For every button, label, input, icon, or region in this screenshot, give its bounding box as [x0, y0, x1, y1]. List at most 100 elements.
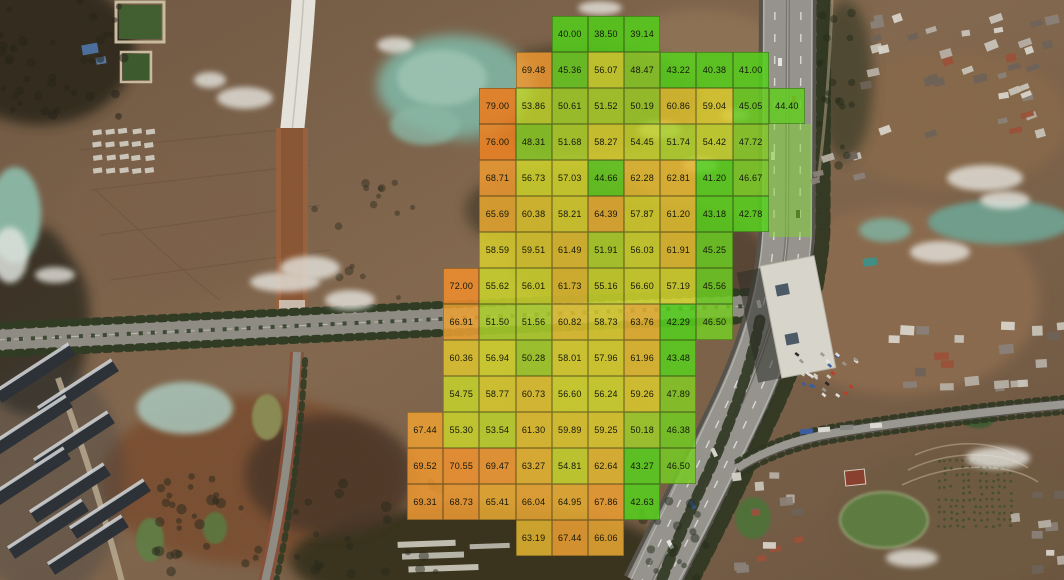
heatmap-cell: 39.14 [624, 16, 661, 52]
heatmap-cell: 45.56 [696, 268, 733, 304]
heatmap-cell: 56.94 [479, 340, 516, 376]
heatmap-cell: 54.42 [696, 124, 733, 160]
heatmap-cell-value: 42.29 [666, 317, 691, 327]
heatmap-cell-value: 67.44 [413, 425, 437, 435]
heatmap-cell-value: 79.00 [485, 101, 510, 111]
heatmap-cell-value: 61.49 [558, 245, 582, 255]
heatmap-cell: 61.49 [551, 232, 588, 268]
heatmap-cell-value: 56.07 [594, 65, 618, 75]
heatmap-cell-value: 65.41 [485, 497, 510, 507]
unlabeled-overlay-region [769, 124, 812, 237]
heatmap-cell-value: 61.91 [666, 245, 691, 255]
heatmap-cell: 65.69 [479, 196, 516, 232]
heatmap-cell: 66.06 [587, 520, 625, 556]
heatmap-cell-value: 56.94 [485, 353, 510, 363]
heatmap-cell: 61.91 [660, 232, 697, 268]
heatmap-cell-value: 40.00 [558, 29, 582, 39]
heatmap-cell: 50.61 [551, 88, 588, 124]
heatmap-cell: 46.67 [732, 160, 769, 196]
heatmap-cell-value: 69.47 [485, 461, 510, 471]
heatmap-cell: 50.18 [624, 412, 661, 448]
heatmap-cell: 54.81 [551, 448, 588, 484]
heatmap-cell: 51.52 [587, 88, 625, 124]
heatmap-cell: 43.27 [624, 448, 661, 484]
heatmap-cell-value: 58.73 [594, 317, 618, 327]
heatmap-cell: 55.62 [479, 268, 516, 304]
heatmap-cell-value: 41.00 [738, 65, 763, 75]
heatmap-cell-value: 39.14 [630, 29, 654, 39]
heatmap-cell: 48.31 [515, 124, 552, 160]
heatmap-cell: 61.20 [660, 196, 697, 232]
heatmap-cell-value: 64.95 [558, 497, 582, 507]
heatmap-cell-value: 76.00 [485, 137, 510, 147]
heatmap-cell: 59.25 [587, 412, 625, 448]
heatmap-cell: 60.86 [660, 88, 697, 124]
heatmap-cell: 58.01 [551, 340, 588, 376]
heatmap-cell-value: 56.60 [558, 389, 582, 399]
heatmap-cell: 66.91 [443, 304, 480, 340]
heatmap-cell: 45.05 [732, 88, 769, 124]
heatmap-cell: 68.71 [479, 160, 516, 196]
heatmap-cell: 62.64 [587, 448, 625, 484]
heatmap-cell: 57.87 [624, 196, 661, 232]
heatmap-cell: 54.75 [443, 376, 480, 412]
heatmap-cell-value: 43.22 [666, 65, 691, 75]
heatmap-cell: 59.26 [624, 376, 661, 412]
heatmap-cell-value: 59.26 [630, 389, 654, 399]
heatmap-cell: 51.56 [515, 304, 552, 340]
heatmap-cell: 55.16 [587, 268, 625, 304]
heatmap-cell-value: 53.86 [521, 101, 546, 111]
heatmap-cell-value: 57.87 [630, 209, 654, 219]
heatmap-cell-value: 58.77 [485, 389, 510, 399]
heatmap-cell-value: 42.63 [630, 497, 654, 507]
heatmap-cell: 61.96 [624, 340, 661, 376]
heatmap-cell-value: 43.18 [702, 209, 727, 219]
heatmap-cell-value: 57.19 [666, 281, 691, 291]
heatmap-cell-value: 68.71 [485, 173, 510, 183]
heatmap-cell: 62.81 [660, 160, 697, 196]
heatmap-cell: 70.55 [443, 448, 480, 484]
heatmap-cell-value: 50.61 [558, 101, 582, 111]
heatmap-cell: 68.73 [443, 484, 480, 520]
heatmap-cell: 67.44 [551, 520, 588, 556]
heatmap-cell: 41.00 [732, 52, 769, 88]
heatmap-cell-value: 43.27 [630, 461, 654, 471]
heatmap-cell: 69.48 [515, 52, 552, 88]
heatmap-cell: 58.77 [479, 376, 516, 412]
heatmap-cell: 43.48 [660, 340, 697, 376]
heatmap-cell: 65.41 [479, 484, 516, 520]
heatmap-cell-value: 56.03 [630, 245, 654, 255]
heatmap-cell: 42.29 [660, 304, 697, 340]
heatmap-cell-value: 61.73 [558, 281, 582, 291]
heatmap-cell-value: 72.00 [449, 281, 474, 291]
heatmap-cell: 46.50 [696, 304, 733, 340]
heatmap-cell-value: 54.75 [449, 389, 474, 399]
heatmap-cell-value: 58.59 [485, 245, 510, 255]
heatmap-cell: 69.31 [407, 484, 444, 520]
heatmap-cell: 64.39 [587, 196, 625, 232]
heatmap-cell-value: 69.31 [413, 497, 437, 507]
heatmap-cell-value: 45.25 [702, 245, 727, 255]
heatmap-cell-value: 63.27 [521, 461, 546, 471]
heatmap-cell-value: 60.38 [521, 209, 546, 219]
heatmap-cell: 43.22 [660, 52, 697, 88]
heatmap-cell: 61.30 [515, 412, 552, 448]
heatmap-cell: 63.19 [515, 520, 552, 556]
heatmap-cell: 42.78 [732, 196, 769, 232]
heatmap-cell-value: 42.78 [738, 209, 763, 219]
heatmap-cell: 60.82 [551, 304, 588, 340]
heatmap-cell-value: 40.38 [702, 65, 727, 75]
heatmap-cell: 54.45 [624, 124, 661, 160]
heatmap-cell-value: 69.52 [413, 461, 437, 471]
heatmap-cell: 38.50 [587, 16, 625, 52]
heatmap-cell: 60.36 [443, 340, 480, 376]
heatmap-cell: 43.18 [696, 196, 733, 232]
heatmap-cell-value: 51.74 [666, 137, 691, 147]
heatmap-cell-value: 44.40 [775, 101, 799, 111]
heatmap-cell-value: 62.28 [630, 173, 654, 183]
heatmap-cell-value: 50.19 [630, 101, 654, 111]
heatmap-cell-value: 51.56 [521, 317, 546, 327]
heatmap-cell-value: 55.62 [485, 281, 510, 291]
